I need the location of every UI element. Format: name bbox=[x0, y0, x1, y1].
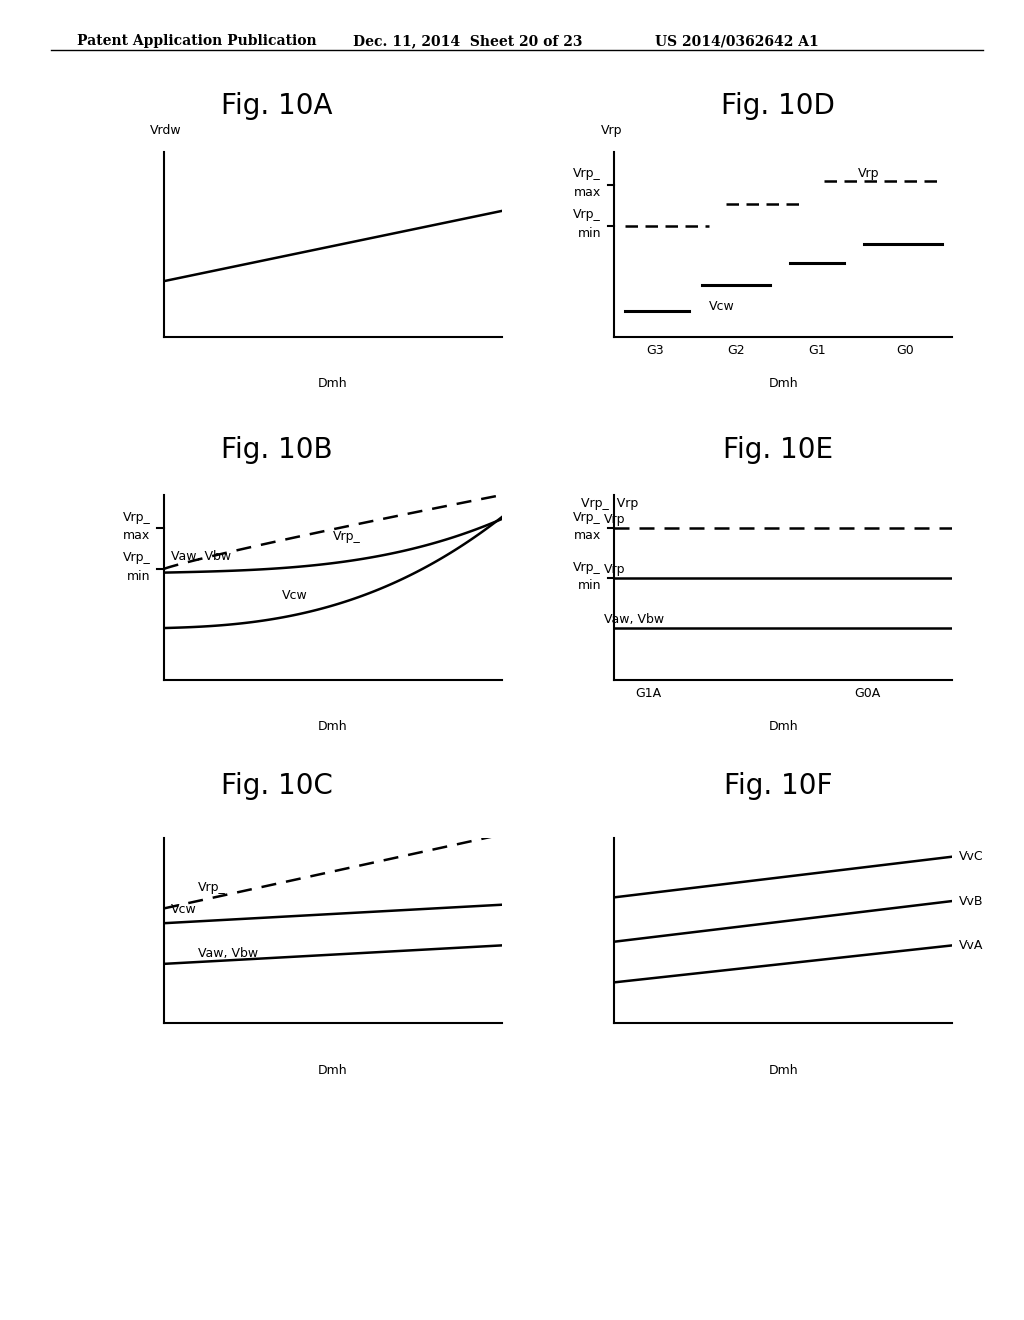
Text: Fig. 10F: Fig. 10F bbox=[724, 772, 833, 800]
Text: G2: G2 bbox=[727, 345, 744, 356]
Text: Vrp_: Vrp_ bbox=[198, 880, 225, 894]
Text: Vrp: Vrp bbox=[604, 513, 626, 527]
Text: Vcw: Vcw bbox=[282, 589, 308, 602]
Text: US 2014/0362642 A1: US 2014/0362642 A1 bbox=[655, 34, 819, 49]
Text: Vrp_: Vrp_ bbox=[123, 511, 151, 524]
Text: Vaw, Vbw: Vaw, Vbw bbox=[604, 614, 665, 626]
Text: Vrp_: Vrp_ bbox=[123, 552, 151, 565]
Text: Fig. 10A: Fig. 10A bbox=[221, 92, 332, 120]
Text: VvC: VvC bbox=[959, 850, 984, 863]
Text: Dmh: Dmh bbox=[318, 1064, 347, 1077]
Text: min: min bbox=[578, 227, 601, 240]
Text: Dmh: Dmh bbox=[769, 378, 798, 391]
Text: Vrp_  Vrp: Vrp_ Vrp bbox=[581, 496, 638, 510]
Text: G1A: G1A bbox=[635, 688, 662, 700]
Text: Vrp_: Vrp_ bbox=[573, 511, 601, 524]
Text: Fig. 10D: Fig. 10D bbox=[721, 92, 836, 120]
Text: Vaw, Vbw: Vaw, Vbw bbox=[171, 550, 230, 564]
Text: Vrp_: Vrp_ bbox=[333, 531, 360, 543]
Text: Patent Application Publication: Patent Application Publication bbox=[77, 34, 316, 49]
Text: Vrp_: Vrp_ bbox=[573, 168, 601, 181]
Text: Dec. 11, 2014  Sheet 20 of 23: Dec. 11, 2014 Sheet 20 of 23 bbox=[353, 34, 583, 49]
Text: Dmh: Dmh bbox=[318, 721, 347, 734]
Text: Dmh: Dmh bbox=[318, 378, 347, 391]
Text: Dmh: Dmh bbox=[769, 1064, 798, 1077]
Text: Vcw: Vcw bbox=[171, 903, 197, 916]
Text: VvA: VvA bbox=[959, 939, 983, 952]
Text: Vrp: Vrp bbox=[601, 124, 623, 137]
Text: G0: G0 bbox=[896, 345, 913, 356]
Text: Vaw, Vbw: Vaw, Vbw bbox=[198, 948, 258, 960]
Text: VvB: VvB bbox=[959, 895, 984, 908]
Text: G3: G3 bbox=[646, 345, 664, 356]
Text: min: min bbox=[578, 579, 601, 593]
Text: G1: G1 bbox=[808, 345, 826, 356]
Text: Vrp: Vrp bbox=[858, 166, 880, 180]
Text: min: min bbox=[127, 570, 151, 583]
Text: max: max bbox=[573, 186, 601, 199]
Text: Vrp_: Vrp_ bbox=[573, 209, 601, 222]
Text: Dmh: Dmh bbox=[769, 721, 798, 734]
Text: Fig. 10C: Fig. 10C bbox=[220, 772, 333, 800]
Text: Fig. 10E: Fig. 10E bbox=[723, 436, 834, 463]
Text: Vrdw: Vrdw bbox=[151, 124, 182, 137]
Text: max: max bbox=[123, 529, 151, 543]
Text: G0A: G0A bbox=[855, 688, 881, 700]
Text: Vrp_: Vrp_ bbox=[573, 561, 601, 574]
Text: Vcw: Vcw bbox=[709, 300, 735, 313]
Text: max: max bbox=[573, 529, 601, 543]
Text: Fig. 10B: Fig. 10B bbox=[220, 436, 333, 463]
Text: Vrp: Vrp bbox=[604, 564, 626, 577]
